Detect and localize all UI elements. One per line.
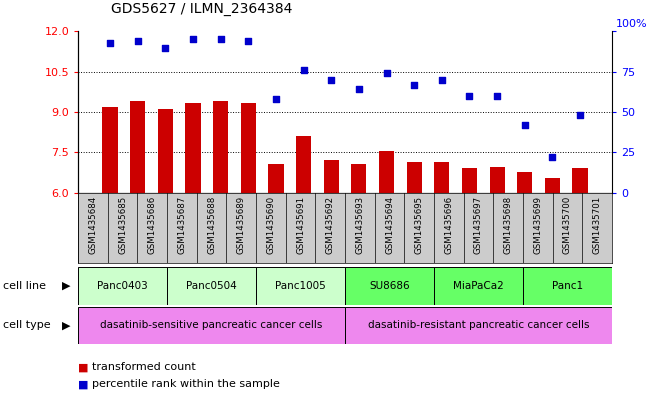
Point xyxy=(271,96,281,102)
Bar xyxy=(545,178,560,193)
Text: cell type: cell type xyxy=(3,320,51,330)
Bar xyxy=(296,136,311,193)
Bar xyxy=(517,173,533,193)
Text: GSM1435690: GSM1435690 xyxy=(266,196,275,254)
Bar xyxy=(241,103,256,193)
Point xyxy=(187,37,198,43)
Bar xyxy=(523,267,612,305)
Point xyxy=(519,122,530,128)
Bar xyxy=(434,267,523,305)
Bar xyxy=(78,267,167,305)
Bar xyxy=(572,168,588,193)
Point xyxy=(215,37,226,43)
Text: GSM1435694: GSM1435694 xyxy=(385,196,394,254)
Bar xyxy=(434,162,449,193)
Text: transformed count: transformed count xyxy=(92,362,196,373)
Text: MiaPaCa2: MiaPaCa2 xyxy=(453,281,504,291)
Text: Panc1005: Panc1005 xyxy=(275,281,326,291)
Text: cell line: cell line xyxy=(3,281,46,291)
Bar xyxy=(158,109,173,193)
Text: GSM1435698: GSM1435698 xyxy=(504,196,512,254)
Point xyxy=(353,86,364,93)
Bar xyxy=(130,101,145,193)
Point xyxy=(464,93,475,99)
Point xyxy=(547,154,558,160)
Bar xyxy=(186,103,201,193)
Text: SU8686: SU8686 xyxy=(369,281,410,291)
Text: GSM1435697: GSM1435697 xyxy=(474,196,483,254)
Text: GSM1435700: GSM1435700 xyxy=(563,196,572,254)
Text: GSM1435686: GSM1435686 xyxy=(148,196,157,254)
Bar xyxy=(379,151,394,193)
Point xyxy=(132,38,143,44)
Text: GSM1435691: GSM1435691 xyxy=(296,196,305,254)
Point xyxy=(243,38,253,44)
Bar xyxy=(256,267,345,305)
Bar xyxy=(324,160,339,193)
Text: GSM1435696: GSM1435696 xyxy=(445,196,453,254)
Text: GSM1435701: GSM1435701 xyxy=(592,196,602,254)
Text: dasatinib-resistant pancreatic cancer cells: dasatinib-resistant pancreatic cancer ce… xyxy=(368,320,589,330)
Bar xyxy=(268,164,283,193)
Point xyxy=(437,77,447,83)
Text: GSM1435693: GSM1435693 xyxy=(355,196,365,254)
Point xyxy=(409,81,419,88)
Text: ■: ■ xyxy=(78,362,89,373)
Bar xyxy=(462,168,477,193)
Text: ▶: ▶ xyxy=(62,281,70,291)
Bar xyxy=(345,267,434,305)
Point xyxy=(575,112,585,118)
Bar xyxy=(167,267,256,305)
Bar xyxy=(490,167,505,193)
Bar xyxy=(213,101,229,193)
Bar xyxy=(352,164,367,193)
Bar xyxy=(78,307,345,344)
Text: percentile rank within the sample: percentile rank within the sample xyxy=(92,379,281,389)
Bar xyxy=(102,107,118,193)
Bar xyxy=(345,307,612,344)
Text: GDS5627 / ILMN_2364384: GDS5627 / ILMN_2364384 xyxy=(111,2,292,16)
Text: GSM1435688: GSM1435688 xyxy=(207,196,216,254)
Text: Panc0504: Panc0504 xyxy=(186,281,237,291)
Point xyxy=(298,67,309,73)
Point xyxy=(160,44,171,51)
Point xyxy=(381,70,392,77)
Point xyxy=(492,93,503,99)
Text: dasatinib-sensitive pancreatic cancer cells: dasatinib-sensitive pancreatic cancer ce… xyxy=(100,320,323,330)
Text: GSM1435689: GSM1435689 xyxy=(237,196,245,254)
Text: GSM1435695: GSM1435695 xyxy=(415,196,424,254)
Text: GSM1435699: GSM1435699 xyxy=(533,196,542,254)
Text: GSM1435687: GSM1435687 xyxy=(178,196,186,254)
Text: ▶: ▶ xyxy=(62,320,70,330)
Text: Panc1: Panc1 xyxy=(552,281,583,291)
Bar xyxy=(407,162,422,193)
Text: Panc0403: Panc0403 xyxy=(97,281,148,291)
Point xyxy=(326,77,337,83)
Text: GSM1435684: GSM1435684 xyxy=(89,196,98,254)
Text: GSM1435685: GSM1435685 xyxy=(118,196,127,254)
Text: GSM1435692: GSM1435692 xyxy=(326,196,335,254)
Point xyxy=(105,40,115,46)
Text: ■: ■ xyxy=(78,379,89,389)
Text: 100%: 100% xyxy=(616,18,648,29)
